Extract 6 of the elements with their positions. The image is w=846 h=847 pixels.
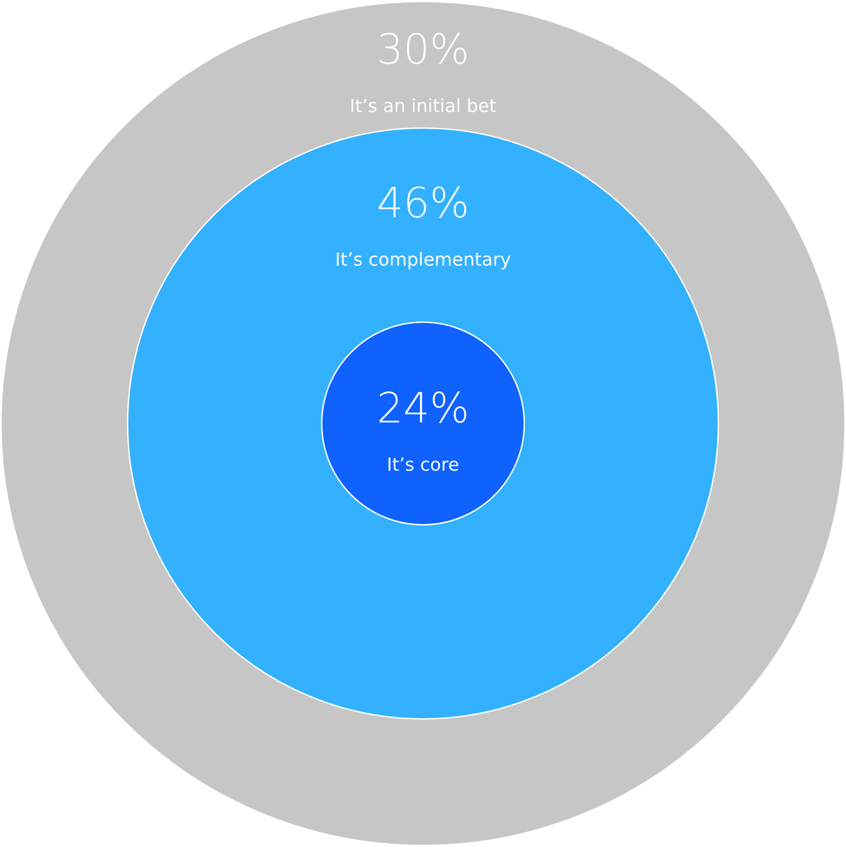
category-label: It’s an initial bet	[351, 98, 496, 112]
data-label: 24%	[380, 391, 466, 423]
data-label: 46%	[378, 186, 466, 218]
category-label: It’s complementary	[336, 252, 510, 270]
data-label: 30%	[380, 32, 466, 64]
category-label: It’s core	[388, 458, 458, 471]
